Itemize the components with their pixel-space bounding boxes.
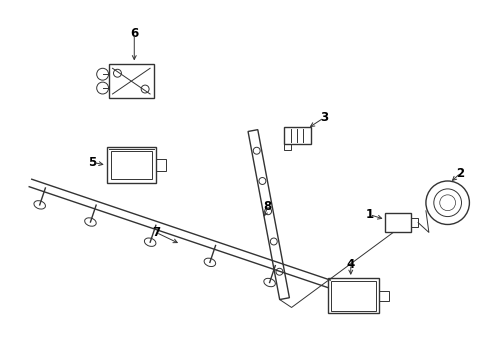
Text: 4: 4 bbox=[346, 257, 354, 270]
Bar bbox=[385, 213, 410, 233]
Text: 2: 2 bbox=[455, 167, 464, 180]
Bar bbox=[379, 291, 388, 301]
Bar bbox=[330, 281, 376, 311]
Text: 1: 1 bbox=[365, 208, 373, 221]
Text: 8: 8 bbox=[263, 200, 271, 213]
Bar bbox=[106, 147, 156, 183]
Text: 6: 6 bbox=[130, 27, 138, 40]
Bar bbox=[283, 127, 310, 144]
Text: 5: 5 bbox=[87, 156, 96, 169]
Text: 7: 7 bbox=[152, 226, 160, 239]
Bar bbox=[410, 217, 417, 228]
Bar bbox=[108, 64, 154, 98]
Text: 3: 3 bbox=[319, 111, 327, 124]
Bar bbox=[110, 151, 152, 179]
Bar bbox=[327, 278, 379, 314]
Bar bbox=[283, 144, 291, 150]
Bar bbox=[156, 159, 165, 171]
